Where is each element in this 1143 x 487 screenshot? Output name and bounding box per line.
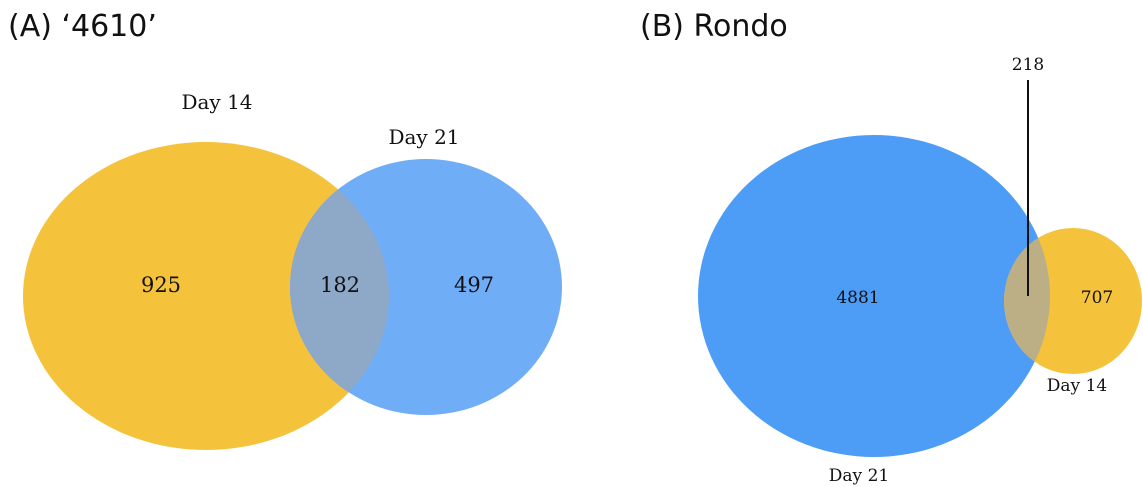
venn-b-shared-count: 218 [1012, 55, 1044, 75]
panel-b-title: (B) Rondo [640, 9, 788, 44]
venn-b-only-day14-count: 707 [1081, 288, 1113, 308]
venn-a-only-day14-count: 925 [141, 273, 181, 297]
venn-a-shared-count: 182 [320, 273, 360, 297]
venn-a-day14-circle [23, 142, 389, 450]
venn-b-day14-label: Day 14 [1047, 376, 1107, 396]
venn-a-day21-label: Day 21 [388, 125, 459, 149]
venn-b-only-day21-count: 4881 [836, 288, 879, 308]
venn-a: Day 14 Day 21 925 182 497 [23, 90, 562, 450]
venn-b-day21-circle [698, 135, 1050, 457]
venn-a-only-day21-count: 497 [454, 273, 494, 297]
venn-b: 218 4881 707 Day 14 Day 21 [698, 55, 1142, 486]
venn-b-day21-label: Day 21 [829, 466, 889, 486]
venn-a-day14-label: Day 14 [181, 90, 252, 114]
panel-a-title: (A) ‘4610’ [8, 9, 157, 44]
